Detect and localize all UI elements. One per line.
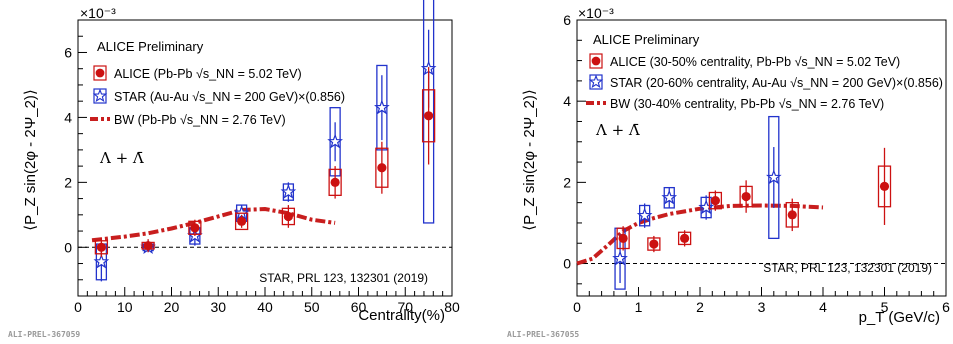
lambda-annotation: Λ + Λ̄ (99, 149, 144, 167)
legend-label-bw: BW (30-40% centrality, Pb-Pb √s_NN = 2.7… (610, 97, 884, 111)
bw-curve (91, 206, 336, 243)
y-tick-label: 4 (64, 109, 72, 125)
lambda-annotation: Λ + Λ̄ (595, 121, 640, 139)
chart-panel-1: 0 10 20 30 40 50 60 70 80 0 2 4 6 ×10⁻³ Centrality(%) ⟨… (8, 0, 460, 339)
legend-alice-marker (95, 68, 105, 78)
legend-label-bw: BW (Pb-Pb √s_NN = 2.76 TeV) (114, 113, 286, 127)
y-tick-label: 4 (563, 93, 571, 109)
star-point (636, 207, 653, 223)
star-point (374, 99, 390, 115)
star-sys-box (422, 0, 435, 224)
alice-preliminary-label: ALICE Preliminary (97, 39, 204, 54)
y-multiplier: ×10⁻³ (80, 5, 116, 21)
legend-label-alice: ALICE (Pb-Pb √s_NN = 5.02 TeV) (114, 67, 302, 81)
star-point (327, 133, 343, 149)
y-multiplier: ×10⁻³ (578, 5, 614, 21)
star-sys-box (768, 115, 780, 240)
y-tick-label: 2 (563, 174, 571, 190)
x-tick-label: 1 (635, 299, 643, 315)
x-tick-label: 20 (164, 299, 180, 315)
star-point (661, 189, 678, 205)
star-point (93, 253, 110, 269)
legend-star-marker (92, 88, 108, 103)
figure-id: ALI-PREL-367055 (507, 330, 579, 339)
alice-point (424, 111, 434, 121)
alice-point (741, 191, 751, 202)
chart-panel-2: 0 1 2 3 4 5 6 0 2 4 6 ×10⁻³ p_T (GeV/c) ⟨P_Z sin(2φ -… (507, 5, 950, 339)
y-tick-label: 2 (64, 174, 72, 190)
legend-label-alice: ALICE (30-50% centrality, Pb-Pb √s_NN = … (610, 55, 900, 69)
alice-point (96, 242, 106, 252)
alice-sys-box (234, 212, 249, 231)
alice-point (377, 163, 387, 173)
y-axis-label: ⟨P_Z sin(2φ - 2Ψ_2)⟩ (521, 89, 538, 231)
legend-star-marker (588, 74, 604, 89)
star-point (612, 250, 628, 266)
x-tick-label: 2 (696, 299, 704, 315)
x-axis-label: p_T (GeV/c) (859, 309, 940, 326)
star-point (698, 199, 714, 215)
legend-label-star: STAR (Au-Au √s_NN = 200 GeV)×(0.856) (114, 90, 345, 104)
alice-point (879, 181, 890, 192)
x-axis-label: Centrality(%) (358, 307, 445, 324)
y-axis-label: ⟨P_Z sin(2φ - 2Ψ_2)⟩ (22, 89, 39, 231)
alice-point (680, 233, 690, 243)
alice-point (237, 216, 247, 226)
x-tick-label: 70 (397, 299, 413, 315)
x-tick-label: 40 (257, 299, 273, 315)
x-tick-label: 60 (351, 299, 367, 315)
legend-label-star: STAR (20-60% centrality, Au-Au √s_NN = 2… (610, 76, 943, 90)
y-tick-label: 0 (64, 239, 72, 255)
reference-label: STAR, PRL 123, 132301 (2019) (763, 261, 932, 275)
alice-point (649, 239, 659, 249)
bw-curve (576, 203, 824, 266)
x-tick-label: 0 (74, 299, 82, 315)
reference-label: STAR, PRL 123, 132301 (2019) (259, 271, 428, 285)
x-tick-label: 50 (304, 299, 320, 315)
star-point (765, 169, 782, 185)
x-tick-label: 0 (573, 299, 581, 315)
y-tick-label: 0 (563, 256, 571, 272)
alice-point (787, 210, 797, 220)
y-tick-label: 6 (64, 44, 72, 60)
x-tick-label: 6 (942, 299, 950, 315)
x-tick-label: 10 (117, 299, 133, 315)
legend-alice-box (589, 53, 603, 69)
x-tick-label: 3 (758, 299, 766, 315)
legend-alice-box (93, 65, 107, 81)
x-tick-label: 5 (881, 299, 889, 315)
x-tick-label: 80 (444, 299, 460, 315)
y-tick-label: 6 (563, 12, 571, 28)
star-point (280, 183, 297, 199)
legend-alice-marker (591, 56, 601, 66)
alice-preliminary-label: ALICE Preliminary (593, 32, 700, 47)
alice-point (330, 177, 340, 187)
alice-point (710, 196, 720, 206)
alice-point (618, 233, 628, 243)
x-tick-label: 4 (819, 299, 827, 315)
alice-point (283, 211, 293, 222)
x-tick-label: 30 (210, 299, 226, 315)
alice-point (143, 241, 153, 251)
alice-point (190, 223, 200, 233)
figure-id: ALI-PREL-367059 (8, 330, 80, 339)
